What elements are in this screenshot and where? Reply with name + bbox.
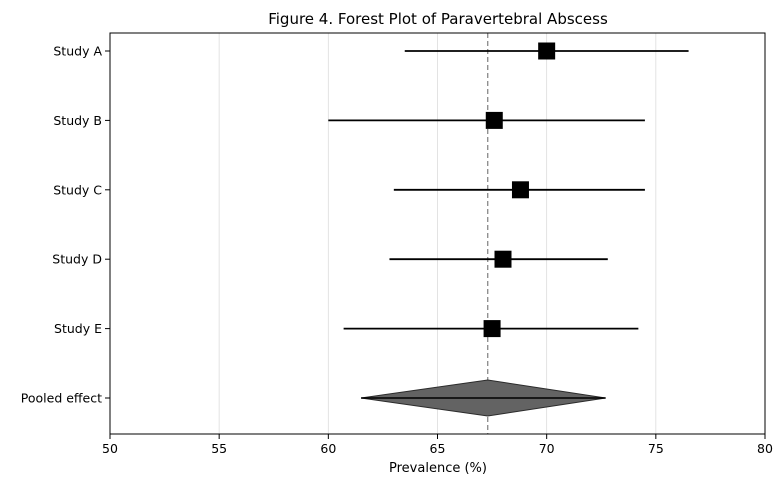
study-label: Study C [53,182,102,197]
x-tick-label: 70 [539,441,555,456]
x-tick-label: 65 [430,441,446,456]
x-tick-label: 60 [320,441,336,456]
x-tick-label: 75 [648,441,664,456]
pooled-effect-label: Pooled effect [21,391,102,406]
grid-lines [109,33,766,434]
x-axis-label: Prevalence (%) [389,461,487,476]
point-estimate [494,250,512,268]
study-label: Study B [53,113,102,128]
chart-title: Figure 4. Forest Plot of Paravertebral A… [268,10,608,28]
point-estimate [483,320,501,338]
plot-marks [328,42,689,417]
x-tick-label: 80 [757,441,773,456]
point-estimate [485,111,503,129]
x-tick-label: 55 [211,441,227,456]
study-label: Study A [53,44,102,59]
axes: 50 55 60 65 70 75 80 Study A Study B Study C Study… [21,44,773,457]
point-estimate [511,181,529,199]
x-tick-label: 50 [102,441,118,456]
study-label: Study D [52,252,102,267]
study-label: Study E [54,321,102,336]
point-estimate [538,42,556,60]
